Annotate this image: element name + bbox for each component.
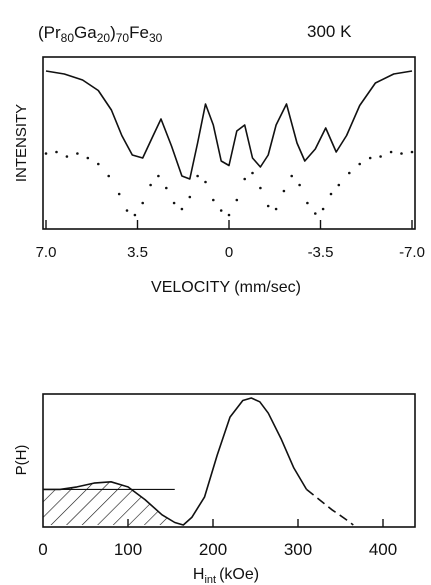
spectrum-data-point xyxy=(107,174,110,178)
spectrum-data-point xyxy=(368,156,372,160)
spectrum-data-point xyxy=(410,150,414,154)
spectrum-data-point xyxy=(290,174,294,178)
spectrum-y-axis-label: INTENSITY xyxy=(13,104,30,182)
spectrum-fit-line xyxy=(45,70,413,180)
spectrum-x-ticks: 7.0 3.5 0 -3.5 -7.0 xyxy=(36,220,425,261)
spectrum-data-point xyxy=(282,189,286,193)
spectrum-data-point xyxy=(400,152,403,155)
spectrum-data-point xyxy=(172,201,176,205)
spectrum-data-point xyxy=(97,162,100,166)
spectrum-data-point xyxy=(306,201,309,205)
field-distribution-frame xyxy=(42,393,416,528)
distribution-x-axis-label: Hint (kOe) xyxy=(193,566,259,585)
spectrum-data-point xyxy=(243,177,246,181)
spectrum-data-point xyxy=(76,152,79,155)
distribution-line xyxy=(43,397,308,526)
spectrum-data-point xyxy=(196,174,199,178)
distribution-series xyxy=(43,397,354,526)
spectrum-data-point xyxy=(298,183,301,187)
spectrum-data-point xyxy=(125,209,129,212)
spectrum-data-point xyxy=(251,171,254,175)
spectrum-data-point xyxy=(212,198,215,202)
spectrum-data-point xyxy=(165,186,168,190)
distribution-x-tick-label: 300 xyxy=(284,540,312,559)
spectrum-data-point xyxy=(117,192,121,196)
spectrum-data-point xyxy=(65,155,69,158)
spectrum-x-axis-label: VELOCITY (mm/sec) xyxy=(151,279,301,296)
spectrum-data-point xyxy=(133,213,137,217)
spectrum-data-point xyxy=(141,201,144,205)
spectrum-x-tick-label: 3.5 xyxy=(127,244,148,261)
spectrum-data-point xyxy=(329,192,333,196)
spectrum-data-point xyxy=(321,207,325,211)
spectrum-data-point xyxy=(219,209,223,212)
distribution-x-tick-label: 400 xyxy=(369,540,397,559)
distribution-x-ticks: 0 100 200 300 400 xyxy=(38,519,397,559)
sample-composition-label: (Pr80Ga20)70Fe30 xyxy=(38,23,163,45)
distribution-y-axis-label: P(H) xyxy=(13,445,30,476)
spectrum-data-point xyxy=(227,213,231,217)
spectrum-data-point xyxy=(180,207,184,211)
spectrum-data-point xyxy=(266,204,270,208)
spectrum-data-point xyxy=(157,174,160,178)
distribution-x-tick-label: 0 xyxy=(38,540,47,559)
spectrum-data-point xyxy=(389,150,393,154)
spectrum-data-point xyxy=(44,152,48,155)
spectrum-plot-frame xyxy=(42,56,416,230)
hatched-area xyxy=(43,481,175,525)
spectrum-x-tick-label: 0 xyxy=(225,244,233,261)
spectrum-data-point xyxy=(259,186,262,190)
spectrum-data-point xyxy=(314,212,317,215)
spectrum-data-point xyxy=(337,183,341,187)
spectrum-data-point xyxy=(86,156,90,160)
spectrum-data-point xyxy=(149,183,152,187)
spectrum-x-tick-label: -7.0 xyxy=(399,244,425,261)
spectrum-data-point xyxy=(55,150,58,154)
distribution-x-tick-label: 200 xyxy=(199,540,227,559)
spectrum-data-point xyxy=(188,195,192,199)
distribution-extrapolated-line xyxy=(306,488,354,526)
spectrum-data-point xyxy=(348,171,351,175)
spectrum-data-point xyxy=(235,198,239,202)
spectrum-data-point xyxy=(204,180,207,184)
temperature-label: 300 K xyxy=(307,22,352,41)
spectrum-data-point xyxy=(274,207,278,211)
spectrum-series xyxy=(44,70,414,217)
spectrum-data-point xyxy=(358,162,362,166)
spectrum-x-tick-label: -3.5 xyxy=(308,244,334,261)
distribution-x-tick-label: 100 xyxy=(114,540,142,559)
spectrum-data-point xyxy=(379,155,382,158)
spectrum-x-tick-label: 7.0 xyxy=(36,244,57,261)
